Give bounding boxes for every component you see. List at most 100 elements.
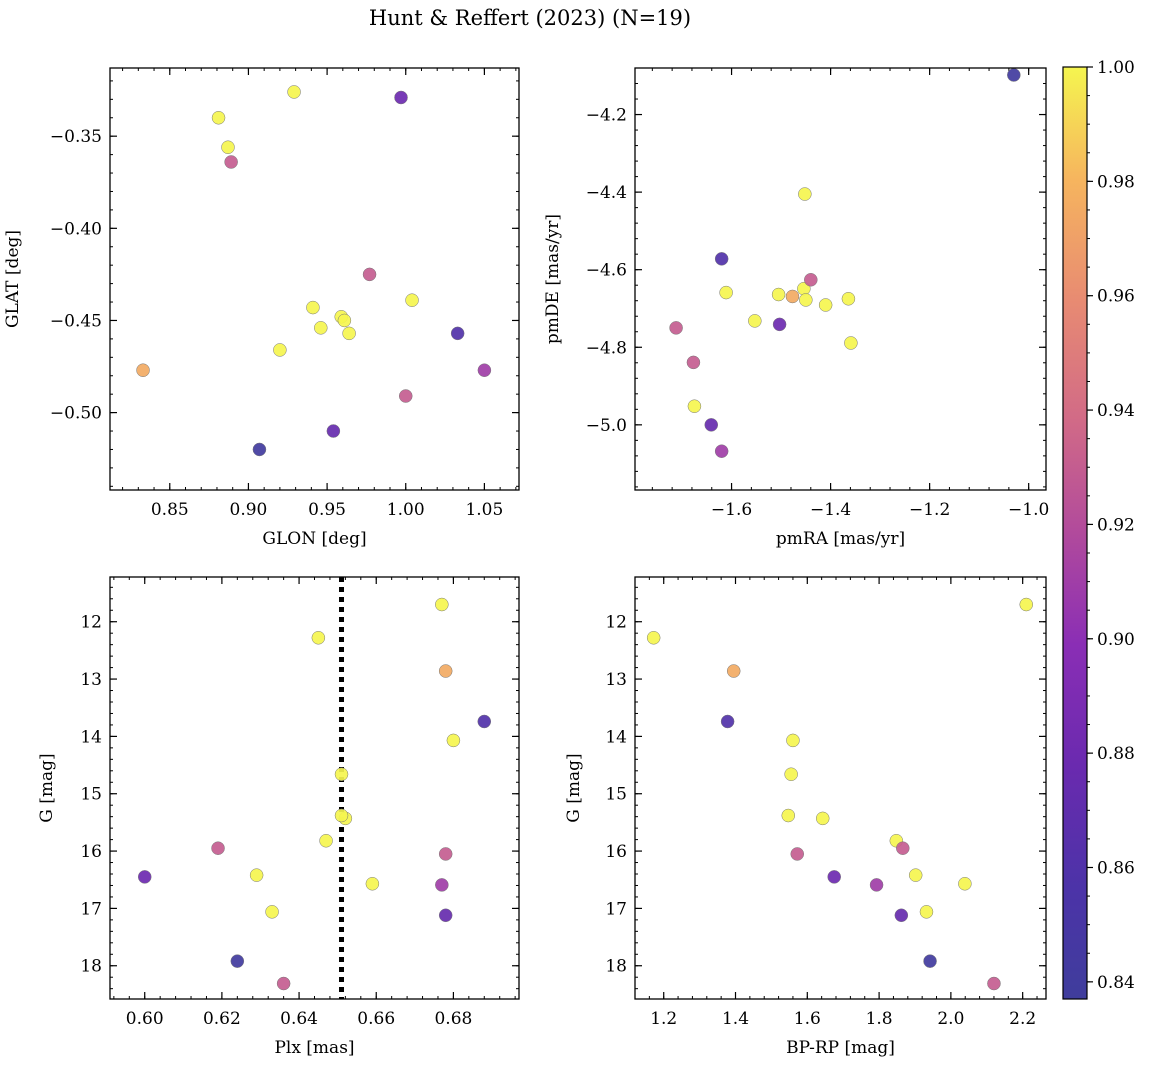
data-point [790,847,804,861]
data-point [714,444,729,458]
data-point [435,597,449,612]
data-point [287,85,301,99]
x-tick-label: 0.62 [203,1009,241,1029]
y-tick-label: −5.0 [586,416,627,436]
y-tick-label: 13 [80,670,102,690]
data-point [714,252,729,266]
y-tick-label: −4.2 [586,106,627,126]
data-point [249,868,264,882]
data-point [314,321,328,335]
data-point [869,878,884,892]
data-point [136,363,150,377]
y-axis-label: G [mag] [564,753,584,822]
data-point [137,870,152,884]
x-tick-label: 1.05 [465,500,503,520]
data-point [704,418,719,432]
data-point [438,908,453,923]
y-tick-label: −0.35 [50,127,102,147]
data-point [896,841,910,855]
data-point [306,300,320,315]
y-tick-label: −4.4 [586,183,627,203]
colorbar-tick-label: 0.86 [1097,858,1135,878]
data-point [435,878,449,892]
x-tick-label: 0.68 [434,1009,472,1029]
y-tick-label: 15 [80,785,102,805]
data-point [818,298,833,312]
x-tick-label: 1.6 [794,1009,821,1029]
y-tick-label: 16 [605,842,627,862]
x-tick-label: 1.4 [722,1009,749,1029]
scatter-panel-1: 0.85 0.90 0.95 1.00 1.05 −0.35 −0.40 −0.45 −0.50… [3,67,520,549]
data-point [772,317,787,332]
x-axis-label: GLON [deg] [262,529,366,549]
data-point [342,326,356,341]
y-tick-label: −0.40 [50,219,102,239]
data-point [405,293,419,307]
axes-frame [109,67,520,491]
y-tick-label: 14 [80,727,102,747]
data-point [211,111,226,125]
x-tick-label: 0.64 [280,1009,318,1029]
x-tick-label: 1.8 [866,1009,893,1029]
x-tick-label: 0.95 [308,500,346,520]
x-tick-label: −1.4 [810,500,851,520]
data-point [784,767,798,781]
y-tick-label: −0.50 [50,404,102,424]
data-point [337,313,352,328]
colorbar-tick-label: 0.84 [1097,973,1135,993]
x-tick-label: 0.90 [230,500,268,520]
data-point [276,976,291,991]
x-tick-label: 1.2 [650,1009,677,1029]
data-point [1019,597,1034,612]
data-point [319,834,333,848]
data-point [446,733,461,748]
data-point [798,187,812,201]
data-point [311,631,326,645]
x-tick-label: −1.2 [909,500,950,520]
data-point [438,847,453,861]
data-point [799,293,813,307]
data-point [365,877,380,891]
data-point [265,905,279,919]
data-point [334,808,349,823]
colorbar-tick-label: 0.98 [1097,172,1135,192]
data-point [646,631,661,645]
y-tick-label: −4.8 [586,338,627,358]
y-axis-label: pmDE [mas/yr] [543,214,563,344]
y-tick-label: 13 [605,670,627,690]
data-point [771,287,786,302]
y-axis-label: GLAT [deg] [3,230,23,328]
data-point [844,336,858,350]
y-tick-label: 12 [605,613,627,633]
y-tick-label: 14 [605,727,627,747]
data-point [221,140,235,154]
data-point [252,442,267,457]
data-point [785,289,800,304]
data-point [438,664,453,678]
data-point [273,343,287,357]
y-tick-label: −4.6 [586,261,627,281]
x-tick-label: 2.0 [937,1009,964,1029]
data-point [786,733,800,748]
x-tick-label: −1.0 [1008,500,1049,520]
axes-frame [109,576,520,1000]
colorbar-tick-label: 0.92 [1097,515,1135,535]
y-tick-label: 16 [80,842,102,862]
y-tick-label: 15 [605,785,627,805]
data-point [958,877,972,891]
data-point [398,389,413,403]
data-point [815,811,830,826]
colorbar-tick-label: 0.90 [1097,630,1135,650]
y-tick-label: −0.45 [50,311,102,331]
data-point [394,90,408,105]
y-tick-label: 17 [605,899,627,919]
y-tick-label: 18 [80,957,102,977]
data-point [1007,68,1021,82]
data-point [230,954,245,968]
data-point [450,326,465,341]
x-tick-label: 0.85 [151,500,189,520]
x-axis-label: BP-RP [mag] [786,1038,895,1058]
data-point [719,285,733,300]
data-point [720,714,735,729]
